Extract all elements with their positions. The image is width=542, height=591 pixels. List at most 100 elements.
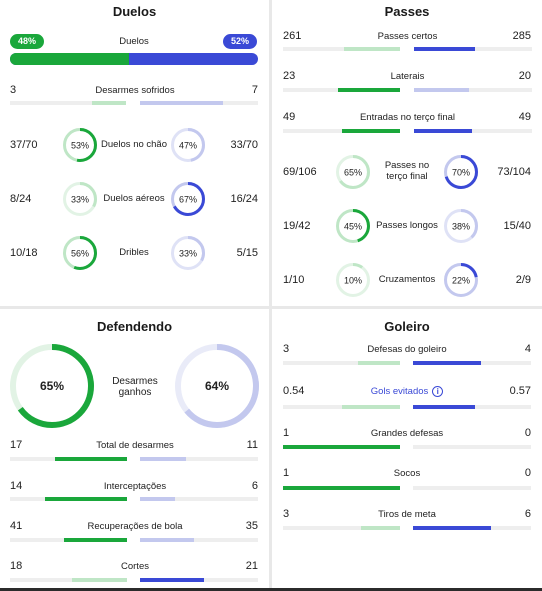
passes-terco-final-left-value: 69/106 (283, 166, 317, 178)
dribles-left-ring: 56% (63, 236, 97, 270)
grandes-defesas-right-value: 0 (524, 427, 531, 439)
entradas-terco-final-right-value: 49 (518, 111, 531, 123)
laterais-right-track (414, 88, 532, 92)
dribles-left-percent: 56% (71, 249, 89, 259)
interceptacoes-label: Interceptações (103, 481, 167, 492)
defesas-goleiro-right-fill (413, 361, 481, 365)
defesas-goleiro-right-track (413, 361, 531, 365)
passes-longos-left-ring: 45% (336, 209, 370, 243)
interceptacoes-left-track (10, 497, 127, 501)
passes-terco-final-right-value: 73/104 (497, 166, 531, 178)
gols-evitados-label[interactable]: Gols evitados (370, 386, 429, 398)
cruzamentos-right-ring: 22% (444, 263, 478, 297)
dribles-right-ring: 33% (171, 236, 205, 270)
passes-certos-left-fill (344, 47, 400, 51)
dribles-right-percent: 33% (179, 249, 197, 259)
interceptacoes-left-value: 14 (10, 480, 23, 492)
desarmes-sofridos-right-value: 7 (251, 84, 258, 96)
duelos-aereos-right-ring: 67% (171, 182, 205, 216)
duelos-panel: Duelos 48% Duelos 52% 3 Desarmes sofrido… (0, 0, 269, 306)
duelos-aereos-right-percent: 67% (179, 195, 197, 205)
cortes-left-fill (72, 578, 127, 582)
passes-title: Passes (384, 4, 430, 19)
recuperacoes-left-track (10, 538, 127, 542)
desarmes-ganhos-left-percent: 65% (40, 379, 64, 393)
interceptacoes-right-track (140, 497, 258, 501)
cruzamentos-left-percent: 10% (344, 276, 362, 286)
gols-evitados-right-fill (413, 405, 475, 409)
entradas-terco-final-left-value: 49 (283, 111, 296, 123)
entradas-terco-final-right-track (414, 129, 532, 133)
cortes-right-track (140, 578, 258, 582)
duelos-aereos-right-value: 16/24 (230, 193, 258, 205)
total-desarmes-left-fill (55, 457, 127, 461)
duelos-aereos-left-value: 8/24 (10, 193, 32, 205)
total-desarmes-left-track (10, 457, 127, 461)
duelos-split-bar-left-fill (10, 53, 130, 65)
total-desarmes-right-track (140, 457, 258, 461)
desarmes-sofridos-left-fill (92, 101, 126, 105)
cortes-left-value: 18 (10, 560, 23, 572)
grandes-defesas-right-track (413, 445, 531, 449)
laterais-left-track (283, 88, 400, 92)
cruzamentos-left-ring: 10% (336, 263, 370, 297)
bottom-edge-strip (0, 588, 542, 591)
duelos-right-percent-pill: 52% (223, 34, 257, 49)
passes-longos-right-value: 15/40 (503, 220, 531, 232)
entradas-terco-final-left-track (283, 129, 400, 133)
defesas-goleiro-left-fill (358, 361, 400, 365)
laterais-left-fill (338, 88, 400, 92)
desarmes-sofridos-left-track (10, 101, 126, 105)
laterais-label: Laterais (390, 71, 425, 82)
grandes-defesas-left-track (283, 445, 400, 449)
duelos-chao-label: Duelos no chão (100, 139, 168, 150)
total-desarmes-label: Total de desarmes (96, 440, 174, 451)
tiros-meta-left-value: 3 (283, 508, 290, 520)
recuperacoes-label: Recuperações de bola (87, 521, 183, 532)
entradas-terco-final-left-fill (342, 129, 400, 133)
interceptacoes-right-fill (140, 497, 175, 501)
recuperacoes-right-track (140, 538, 258, 542)
desarmes-sofridos-right-fill (140, 101, 223, 105)
defesas-goleiro-right-value: 4 (524, 343, 531, 355)
gols-evitados-right-value: 0.57 (509, 385, 531, 397)
desarmes-ganhos-right-percent: 64% (205, 379, 229, 393)
duelos-title: Duelos (112, 4, 157, 19)
desarmes-ganhos-left-ring: 65% (10, 344, 94, 428)
laterais-right-value: 20 (518, 70, 531, 82)
entradas-terco-final-right-fill (414, 129, 472, 133)
recuperacoes-left-fill (64, 538, 127, 542)
socos-right-value: 0 (524, 467, 531, 479)
info-icon[interactable]: i (432, 386, 444, 397)
goleiro-panel: Goleiro 3 Defesas do goleiro 4 0.54 Gols… (272, 309, 542, 591)
gols-evitados-left-track (283, 405, 400, 409)
interceptacoes-right-value: 6 (251, 480, 258, 492)
tiros-meta-label: Tiros de meta (378, 509, 436, 520)
tiros-meta-right-value: 6 (524, 508, 531, 520)
dribles-right-value: 5/15 (236, 247, 258, 259)
grandes-defesas-left-value: 1 (283, 427, 290, 439)
passes-panel: Passes 261 Passes certos 285 23 Laterais… (272, 0, 542, 306)
cruzamentos-right-percent: 22% (452, 276, 470, 286)
passes-terco-final-right-ring: 70% (444, 155, 478, 189)
socos-left-track (283, 486, 400, 490)
passes-terco-final-left-ring: 65% (336, 155, 370, 189)
tiros-meta-right-fill (413, 526, 491, 530)
duelos-aereos-left-ring: 33% (63, 182, 97, 216)
socos-left-value: 1 (283, 467, 290, 479)
tiros-meta-left-fill (361, 526, 400, 530)
duelos-chao-right-ring: 47% (171, 128, 205, 162)
total-desarmes-right-fill (140, 457, 186, 461)
duelos-left-percent-pill: 48% (10, 34, 44, 49)
passes-certos-left-value: 261 (283, 30, 302, 42)
cruzamentos-left-value: 1/10 (283, 274, 305, 286)
passes-longos-right-ring: 38% (444, 209, 478, 243)
passes-certos-right-value: 285 (512, 30, 531, 42)
cortes-right-fill (140, 578, 204, 582)
gols-evitados-label-wrap[interactable]: Gols evitados i (347, 386, 467, 397)
desarmes-ganhos-label: Desarmes ganhos (112, 376, 158, 398)
goleiro-title: Goleiro (384, 319, 430, 334)
duelos-center-label: Duelos (119, 36, 149, 47)
duelos-chao-left-percent: 53% (71, 141, 89, 151)
socos-label: Socos (393, 468, 421, 479)
